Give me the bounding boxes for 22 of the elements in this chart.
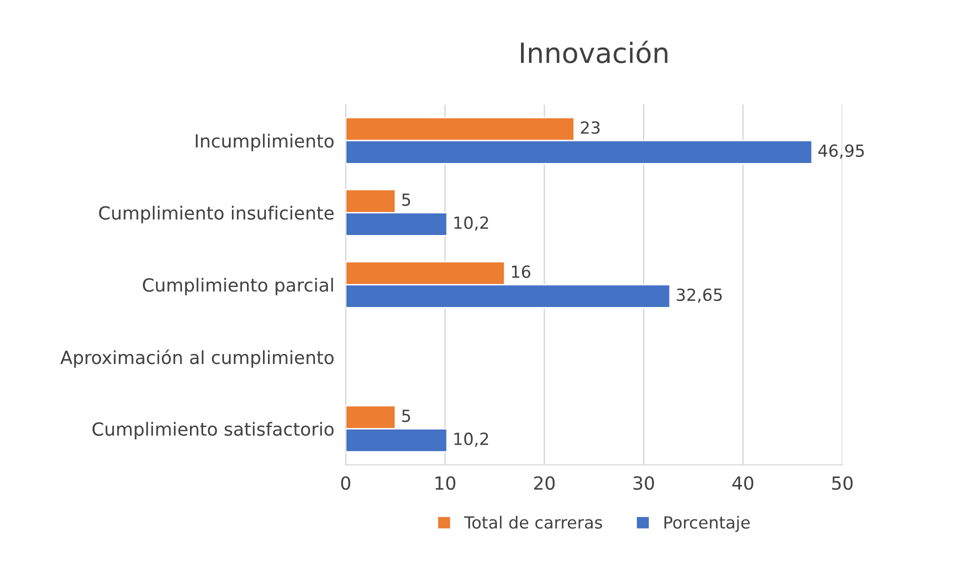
x-tick-label: 50 (832, 476, 853, 490)
x-tick-label: 0 (341, 476, 350, 490)
chart-title: Innovación (521, 40, 668, 64)
data-label: 5 (402, 410, 410, 422)
x-tick-label: 30 (634, 476, 654, 490)
y-tick-label: Cumplimiento satisfactorio (92, 422, 334, 440)
data-label: 16 (512, 265, 530, 278)
x-tick-label: 20 (534, 476, 555, 490)
x-tick-label: 40 (732, 476, 754, 490)
data-label: 10,2 (454, 432, 488, 447)
data-label: 23 (580, 121, 600, 134)
y-tick-label: Cumplimiento insuficiente (99, 206, 334, 224)
y-tick-label: Aproximación al cumplimiento (60, 350, 334, 368)
legend-label: Porcentaje (664, 516, 750, 532)
data-label: 5 (402, 194, 410, 206)
y-tick-label: Cumplimiento parcial (142, 278, 333, 296)
legend-label: Total de carreras (464, 516, 602, 529)
x-tick-label: 10 (436, 476, 456, 490)
y-tick-label: Incumplimiento (196, 134, 334, 152)
data-label: 32,65 (676, 288, 722, 303)
data-label: 10,2 (454, 216, 488, 231)
data-label: 46,95 (818, 144, 864, 159)
